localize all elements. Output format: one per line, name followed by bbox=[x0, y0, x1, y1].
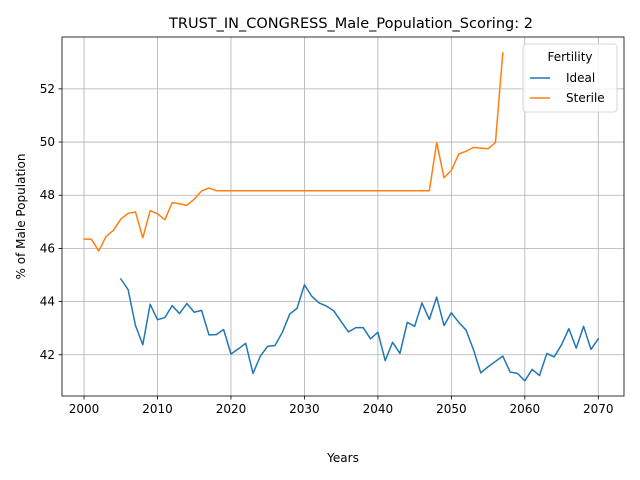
x-axis: 2000 2010 2020 2030 2040 2050 2060 2070 bbox=[69, 396, 614, 416]
x-tick-label: 2000 bbox=[69, 402, 100, 416]
x-tick-label: 2060 bbox=[510, 402, 541, 416]
x-tick-label: 2050 bbox=[436, 402, 467, 416]
series-line-ideal bbox=[119, 277, 600, 382]
series-layer bbox=[83, 52, 600, 382]
legend-label-ideal: Ideal bbox=[566, 71, 595, 85]
y-tick-label: 42 bbox=[40, 348, 55, 362]
x-tick-label: 2020 bbox=[216, 402, 247, 416]
legend-label-sterile: Sterile bbox=[566, 91, 605, 105]
legend-box bbox=[522, 43, 618, 113]
legend: Fertility Ideal Sterile bbox=[522, 43, 618, 113]
x-tick-label: 2040 bbox=[363, 402, 394, 416]
series-line-sterile bbox=[83, 52, 504, 252]
y-tick-label: 52 bbox=[40, 82, 55, 96]
y-tick-label: 44 bbox=[40, 295, 55, 309]
x-tick-label: 2010 bbox=[142, 402, 173, 416]
plot-frame bbox=[61, 36, 625, 397]
y-tick-label: 46 bbox=[40, 241, 55, 255]
y-axis-label: % of Male Population bbox=[14, 154, 28, 280]
x-tick-label: 2030 bbox=[289, 402, 320, 416]
legend-title: Fertility bbox=[547, 50, 592, 64]
y-tick-label: 50 bbox=[40, 135, 55, 149]
x-axis-label: Years bbox=[326, 451, 359, 465]
chart-title: TRUST_IN_CONGRESS_Male_Population_Scorin… bbox=[168, 16, 533, 32]
x-tick-label: 2070 bbox=[583, 402, 614, 416]
y-axis: 42 44 46 48 50 52 bbox=[40, 82, 62, 362]
y-tick-label: 48 bbox=[40, 188, 55, 202]
